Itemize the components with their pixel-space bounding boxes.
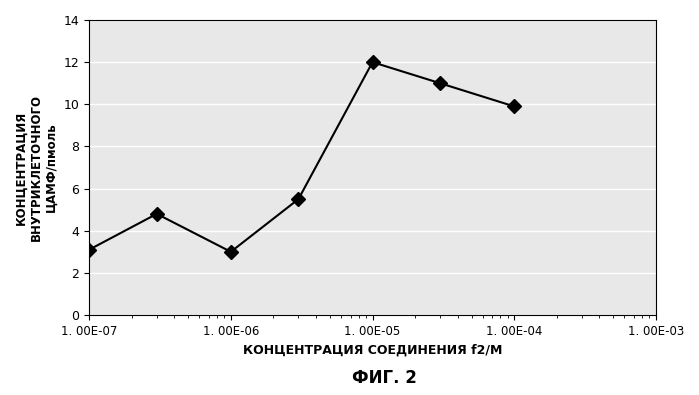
Y-axis label: КОНЦЕНТРАЦИЯ
ВНУТРИКЛЕТОЧНОГО
ЦАМФ/пмоль: КОНЦЕНТРАЦИЯ ВНУТРИКЛЕТОЧНОГО ЦАМФ/пмоль bbox=[15, 94, 58, 241]
Text: ФИГ. 2: ФИГ. 2 bbox=[352, 369, 417, 387]
X-axis label: КОНЦЕНТРАЦИЯ СОЕДИНЕНИЯ f2/М: КОНЦЕНТРАЦИЯ СОЕДИНЕНИЯ f2/М bbox=[243, 343, 502, 356]
